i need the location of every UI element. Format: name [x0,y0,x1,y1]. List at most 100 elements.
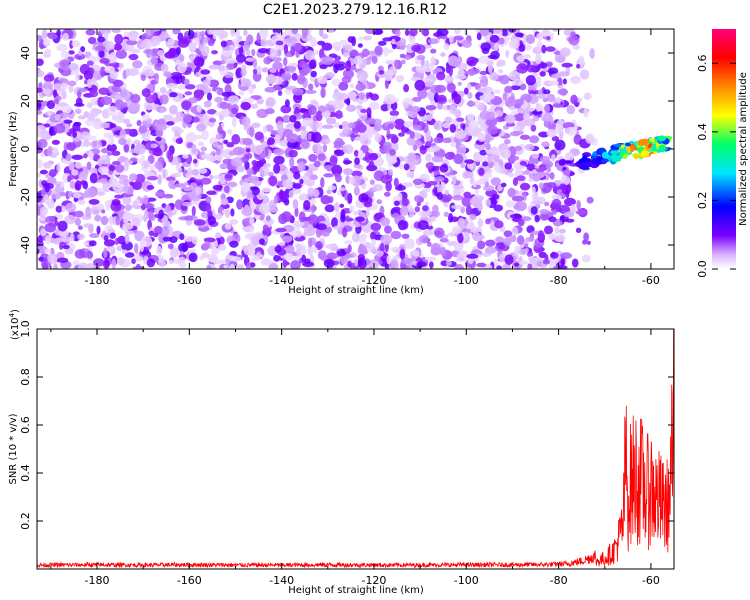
heatmap-noise-cell [106,246,113,252]
heatmap-noise-cell [388,123,395,130]
spectrogram-xtick-label: -80 [550,274,568,287]
heatmap-noise-cell [188,97,198,104]
heatmap-noise-cell [530,124,537,132]
heatmap-noise-cell [68,50,75,55]
heatmap-noise-cell [586,196,594,204]
heatmap-noise-cell [231,96,238,102]
heatmap-noise-cell [412,144,418,151]
heatmap-noise-cell [536,40,543,51]
heatmap-noise-cell [443,43,450,51]
heatmap-noise-cell [134,173,146,183]
heatmap-noise-cell [308,83,314,91]
heatmap-noise-cell [272,61,283,70]
heatmap-noise-cell [527,263,533,269]
heatmap-noise-cell [65,202,77,213]
heatmap-noise-cell [259,238,265,245]
heatmap-noise-cell [391,38,396,45]
heatmap-noise-cell [111,198,121,206]
heatmap-noise-cell [353,185,360,196]
heatmap-noise-cell [230,157,243,167]
heatmap-noise-cell [155,136,162,142]
heatmap-noise-cell [509,235,517,243]
heatmap-noise-cell [285,29,291,36]
heatmap-noise-cell [166,176,176,182]
heatmap-noise-cell [384,191,391,197]
heatmap-noise-cell [294,206,299,217]
heatmap-noise-cell [352,98,362,103]
heatmap-noise-cell [73,121,82,127]
heatmap-noise-cell [575,227,582,234]
heatmap-noise-cell [315,223,327,230]
heatmap-noise-cell [454,74,467,80]
heatmap-noise-cell [406,136,416,146]
heatmap-noise-cell [551,194,562,200]
heatmap-noise-cell [357,258,367,269]
heatmap-noise-cell [392,212,400,219]
heatmap-noise-cell [498,37,505,45]
heatmap-noise-cell [275,227,287,233]
heatmap-noise-cell [543,225,554,235]
heatmap-noise-cell [258,203,271,215]
heatmap-noise-cell [243,97,255,104]
heatmap-noise-cell [183,78,190,86]
heatmap-noise-cell [216,144,224,150]
heatmap-noise-cell [217,125,223,134]
heatmap-noise-cell [393,177,399,188]
heatmap-noise-cell [522,54,532,59]
heatmap-noise-cell [497,242,504,250]
heatmap-noise-cell [252,165,258,175]
heatmap-noise-cell [219,102,231,110]
heatmap-noise-cell [519,182,531,191]
heatmap-noise-cell [265,96,276,107]
heatmap-noise-cell [231,107,239,115]
heatmap-noise-cell [493,164,502,173]
heatmap-noise-cell [263,56,272,65]
heatmap-noise-cell [409,130,415,139]
heatmap-noise-cell [259,166,270,177]
heatmap-noise-cell [338,81,349,91]
heatmap-noise-cell [212,184,224,191]
heatmap-noise-cell [471,57,480,63]
spectrogram-xtick-label: -140 [269,274,294,287]
heatmap-noise-cell [223,264,228,269]
heatmap-noise-cell [123,159,134,165]
heatmap-noise-cell [188,42,197,53]
heatmap-noise-cell [469,213,477,220]
heatmap-noise-cell [523,44,532,51]
heatmap-noise-cell [539,155,550,164]
heatmap-signal-cell [582,154,588,163]
heatmap-noise-cell [41,180,48,186]
heatmap-noise-cell [243,29,248,36]
heatmap-noise-cell [212,141,219,148]
heatmap-noise-cell [368,101,380,111]
heatmap-noise-cell [409,29,418,37]
heatmap-noise-cell [524,143,535,151]
heatmap-noise-cell [349,204,355,213]
heatmap-noise-cell [357,43,363,48]
heatmap-noise-cell [172,29,181,35]
heatmap-noise-cell [500,29,509,37]
heatmap-noise-cell [526,225,535,234]
heatmap-noise-cell [118,138,127,145]
heatmap-noise-cell [495,116,504,123]
heatmap-noise-cell [234,30,241,38]
heatmap-noise-cell [500,148,512,159]
heatmap-noise-cell [80,46,86,53]
heatmap-noise-cell [241,206,253,217]
heatmap-noise-cell [493,258,499,267]
heatmap-noise-cell [399,163,405,170]
heatmap-noise-cell [224,222,232,230]
heatmap-noise-cell [135,263,141,269]
heatmap-noise-cell [353,163,362,169]
heatmap-noise-cell [363,201,373,208]
heatmap-noise-cell [139,125,144,133]
heatmap-noise-cell [375,167,386,172]
heatmap-noise-cell [217,243,226,251]
heatmap-noise-cell [422,187,431,193]
heatmap-noise-cell [581,254,591,263]
heatmap-noise-cell [149,143,155,149]
heatmap-noise-cell [585,133,595,144]
heatmap-noise-cell [179,233,185,241]
heatmap-noise-cell [74,217,81,227]
heatmap-noise-cell [535,103,544,112]
